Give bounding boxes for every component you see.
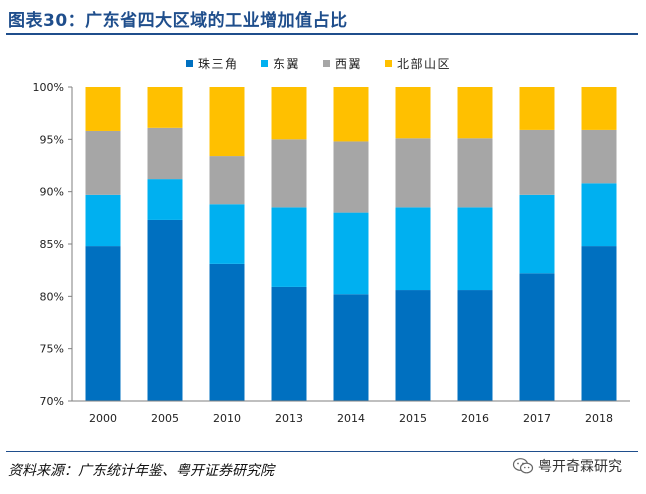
bar-segment-3 — [209, 156, 245, 205]
y-tick-label: 75% — [40, 343, 64, 356]
legend-swatch — [261, 60, 268, 67]
source-note: 资料来源：广东统计年鉴、粤开证券研究院 — [8, 463, 274, 479]
bar-segment-4 — [85, 87, 121, 131]
legend-label: 西翼 — [335, 57, 362, 71]
wechat-icon — [512, 458, 534, 474]
legend-swatch — [385, 60, 392, 67]
bar-segment-3 — [581, 129, 617, 184]
bar-segment-1 — [581, 246, 617, 401]
x-tick-label: 2014 — [337, 412, 365, 425]
bar-segment-3 — [457, 138, 493, 208]
bar-segment-2 — [581, 183, 617, 247]
bar-segment-4 — [333, 87, 369, 142]
legend-swatch — [323, 60, 330, 67]
bar-segment-4 — [457, 87, 493, 139]
x-tick-label: 2005 — [151, 412, 179, 425]
y-axis: 70% 75% 80% 85% 90% 95% 100% — [33, 81, 73, 408]
bar-segment-1 — [85, 246, 121, 401]
legend-label: 珠三角 — [198, 57, 239, 71]
bar-segment-2 — [457, 207, 493, 291]
bar-segment-3 — [147, 127, 183, 180]
legend-label: 东翼 — [273, 57, 300, 71]
bar-segment-2 — [147, 179, 183, 220]
title-divider — [6, 33, 638, 35]
x-tick-label: 2013 — [275, 412, 303, 425]
bar-segment-4 — [519, 87, 555, 130]
y-tick-label: 90% — [40, 186, 64, 199]
bar-segment-4 — [395, 87, 431, 139]
bar-segment-1 — [519, 273, 555, 401]
y-tick-label: 95% — [40, 133, 64, 146]
bar-segment-2 — [395, 207, 431, 291]
watermark-text: 粤开奇霖研究 — [538, 459, 622, 475]
bar-segment-3 — [395, 138, 431, 208]
x-tick-label: 2016 — [461, 412, 489, 425]
bar-segment-4 — [271, 87, 307, 140]
bar-segment-2 — [333, 212, 369, 295]
y-tick-label: 100% — [33, 81, 64, 94]
watermark: 粤开奇霖研究 — [512, 456, 622, 476]
bar-segment-2 — [209, 204, 245, 264]
footer-divider — [6, 451, 638, 452]
bar-segment-1 — [271, 286, 307, 401]
bar-segment-4 — [147, 87, 183, 128]
y-tick-label: 70% — [40, 395, 64, 408]
x-tick-label: 2017 — [523, 412, 551, 425]
bar-segment-1 — [147, 219, 183, 401]
bar-segment-3 — [85, 130, 121, 195]
bar-segment-2 — [85, 194, 121, 247]
bar-segment-4 — [209, 87, 245, 157]
y-tick-label: 85% — [40, 238, 64, 251]
stacked-bar-chart: 珠三角 东翼 西翼 北部山区 70%75%80%85%90%95%100% 2000 2… — [33, 56, 630, 425]
bar-segment-4 — [581, 87, 617, 130]
bar-segment-1 — [395, 290, 431, 401]
bar-segment-1 — [209, 263, 245, 401]
legend-label: 北部山区 — [397, 56, 451, 71]
chart-legend: 珠三角 东翼 西翼 北部山区 — [186, 56, 451, 71]
x-axis: 2000 2005 2010 2013 2014 2015 2016 2017 2018 — [72, 400, 630, 425]
y-tick-label: 80% — [40, 290, 64, 303]
x-tick-label: 2018 — [585, 412, 613, 425]
bar-segment-3 — [519, 129, 555, 195]
bar-segment-1 — [333, 294, 369, 401]
bar-segment-2 — [271, 207, 307, 287]
x-tick-label: 2010 — [213, 412, 241, 425]
bar-segment-3 — [333, 141, 369, 213]
bar-group — [85, 87, 617, 401]
bar-segment-2 — [519, 194, 555, 274]
x-tick-label: 2000 — [89, 412, 117, 425]
x-tick-label: 2015 — [399, 412, 427, 425]
bar-segment-3 — [271, 139, 307, 208]
legend-swatch — [186, 60, 193, 67]
figure-title: 图表30：广东省四大区域的工业增加值占比 — [8, 11, 348, 31]
bar-segment-1 — [457, 290, 493, 401]
